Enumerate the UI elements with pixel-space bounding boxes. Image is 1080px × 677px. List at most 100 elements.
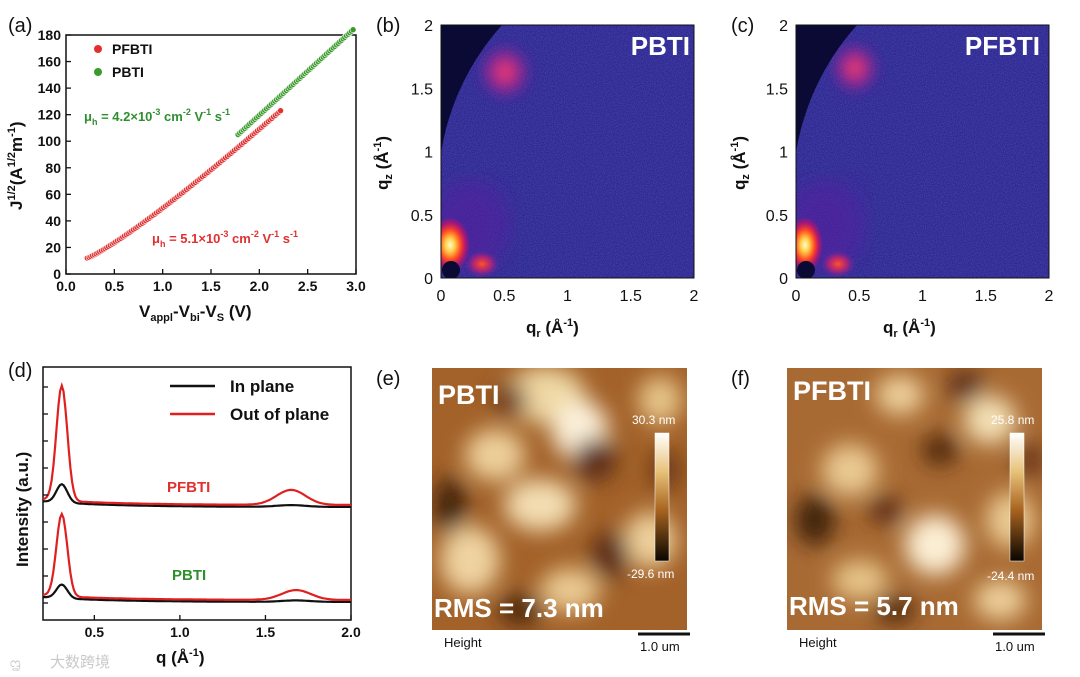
legend-d: In plane Out of plane <box>170 377 329 424</box>
axes-c: 0 0.5 1 1.5 2 0 0.5 1 1.5 2 <box>766 18 1054 305</box>
x-tick-label-a: 1.5 <box>201 278 221 294</box>
y-tick-label: 0.5 <box>766 208 788 225</box>
legend-label-in-plane: In plane <box>230 377 294 396</box>
panel-f: (f) PFBTI 25.8 nm -24.4 nm <box>731 368 1045 654</box>
mobility-annotation-pbti: μh = 4.2×10-3 cm-2 V-1 s-1 <box>84 107 230 127</box>
y-tick-label-a: 180 <box>38 27 62 43</box>
x-tick-label-a: 3.0 <box>346 278 366 294</box>
afm-map-pfbti <box>787 368 1042 630</box>
map-title-c: PFBTI <box>965 31 1040 61</box>
x-axis-title-c: qr (Å-1) <box>883 317 936 340</box>
colorbar-min-e: -29.6 nm <box>627 567 674 581</box>
x-axis-d: 0.5 1.0 1.5 2.0 <box>43 386 361 640</box>
data-point-pbti <box>349 26 357 33</box>
y-tick-label: 1.5 <box>766 81 788 98</box>
x-axis-title-b: qr (Å-1) <box>526 317 579 340</box>
x-axis-title-d: q (Å-1) <box>156 647 205 667</box>
x-tick-label-a: 2.5 <box>298 278 318 294</box>
x-tick-label-d: 1.0 <box>170 624 190 640</box>
rms-value-f: RMS = 5.7 nm <box>789 591 959 621</box>
y-tick-label-a: 40 <box>45 213 61 229</box>
legend-marker-pbti <box>94 68 102 76</box>
panel-label-e: (e) <box>376 368 400 390</box>
y-tick-label-a: 140 <box>38 80 62 96</box>
panel-label-d: (d) <box>8 360 32 382</box>
colorbar-min-f: -24.4 nm <box>987 569 1034 583</box>
y-tick-label-a: 100 <box>38 133 62 149</box>
x-axis-title-a: Vappl-Vbi-VS (V) <box>139 302 251 324</box>
scalebar-label-f: 1.0 um <box>995 639 1035 654</box>
x-tick-label-a: 1.0 <box>153 278 173 294</box>
x-tick-label: 0.5 <box>493 288 515 305</box>
data-point-pfbti <box>277 107 284 114</box>
y-tick-label-a: 60 <box>45 186 61 202</box>
panel-e: (e) PBTI 30.3 nm -2 <box>376 368 690 654</box>
panel-label-f: (f) <box>731 368 750 390</box>
map-frame <box>440 24 695 279</box>
x-tick-label: 2 <box>1045 288 1054 305</box>
axes-b: 0 0.5 1 1.5 2 0 0.5 1 1.5 2 <box>411 18 699 305</box>
y-tick-label-a: 20 <box>45 239 61 255</box>
profile-label-pfbti: PFBTI <box>167 479 210 496</box>
x-tick-label: 1.5 <box>620 288 642 305</box>
map-frame <box>795 24 1050 279</box>
legend-marker-pfbti <box>94 45 102 53</box>
x-tick-label: 1 <box>563 288 572 305</box>
giwaxs-map-pbti <box>441 25 694 278</box>
y-tick-label: 0 <box>424 271 433 288</box>
y-axis-a: 0 20 40 60 80 100 120 140 160 180 <box>38 27 71 282</box>
y-tick-label-a: 160 <box>38 54 62 70</box>
x-tick-label-a: 0.0 <box>56 278 76 294</box>
y-tick-label-a: 0 <box>53 266 61 282</box>
watermark-icon: ᦗ <box>10 654 21 671</box>
panel-label-a: (a) <box>8 15 32 37</box>
scalebar-label-e: 1.0 um <box>640 639 680 654</box>
giwaxs-map-pfbti <box>796 25 1049 278</box>
profile-label-pbti: PBTI <box>172 567 206 584</box>
y-tick-label: 0.5 <box>411 208 433 225</box>
panel-d: (d) 0.5 1.0 1.5 2.0 In plane Out of plane P… <box>8 360 361 667</box>
colorbar-e <box>654 432 670 562</box>
in-plane-curve-pbti <box>43 583 351 603</box>
colorbar-max-e: 30.3 nm <box>632 413 675 427</box>
y-axis-title-c: qz (Å-1) <box>729 136 752 190</box>
watermark-text: 大数跨境 <box>50 653 110 671</box>
panel-a: (a) 0.0 0.5 1.0 1.5 2.0 2.5 3.0 0 20 40 60 80 100 12… <box>6 15 366 324</box>
plot-frame-d <box>42 366 352 621</box>
out-of-plane-curve-pbti <box>42 511 351 601</box>
panel-c: (c) PFBTI 0 0.5 1 1.5 2 0 0.5 1 1.5 2 qr (Å-1) qz… <box>729 15 1054 340</box>
scatter-series-a <box>83 26 357 262</box>
panel-label-c: (c) <box>731 15 754 37</box>
legend-label-out-of-plane: Out of plane <box>230 405 329 424</box>
x-tick-label: 1.5 <box>975 288 997 305</box>
detector-blind-zone <box>441 25 502 232</box>
x-tick-label: 0 <box>792 288 801 305</box>
y-tick-label: 1.5 <box>411 81 433 98</box>
x-tick-label: 1 <box>918 288 927 305</box>
x-tick-label-d: 2.0 <box>341 624 361 640</box>
x-tick-label-a: 2.0 <box>250 278 270 294</box>
y-tick-label-a: 120 <box>38 107 62 123</box>
rms-value-e: RMS = 7.3 nm <box>434 593 604 623</box>
panel-label-b: (b) <box>376 15 400 37</box>
map-title-b: PBTI <box>631 31 690 61</box>
y-tick-label: 2 <box>424 18 433 35</box>
mobility-annotation-pfbti: μh = 5.1×10-3 cm-2 V-1 s-1 <box>152 229 298 249</box>
colorbar-max-f: 25.8 nm <box>991 413 1034 427</box>
y-tick-label: 0 <box>779 271 788 288</box>
in-plane-curve-pfbti <box>42 482 351 508</box>
y-tick-label: 1 <box>424 145 433 162</box>
afm-title-e: PBTI <box>438 380 500 410</box>
x-tick-label: 2 <box>690 288 699 305</box>
x-tick-label: 0.5 <box>848 288 870 305</box>
x-axis-a: 0.0 0.5 1.0 1.5 2.0 2.5 3.0 <box>56 269 366 294</box>
x-tick-label-a: 0.5 <box>105 278 125 294</box>
colorbar-f <box>1009 432 1025 562</box>
legend-label-pbti: PBTI <box>112 64 144 80</box>
panel-b: (b) PBTI 0 0.5 1 1.5 2 0 0.5 1 1.5 2 qr (Å-1) qz … <box>372 15 699 340</box>
y-axis-title-a: J1/2(A1/2m-1) <box>6 121 26 210</box>
y-axis-title-b: qz (Å-1) <box>372 136 395 190</box>
legend-label-pfbti: PFBTI <box>112 41 152 57</box>
legend-a: PFBTI PBTI <box>94 41 152 80</box>
x-tick-label: 0 <box>437 288 446 305</box>
